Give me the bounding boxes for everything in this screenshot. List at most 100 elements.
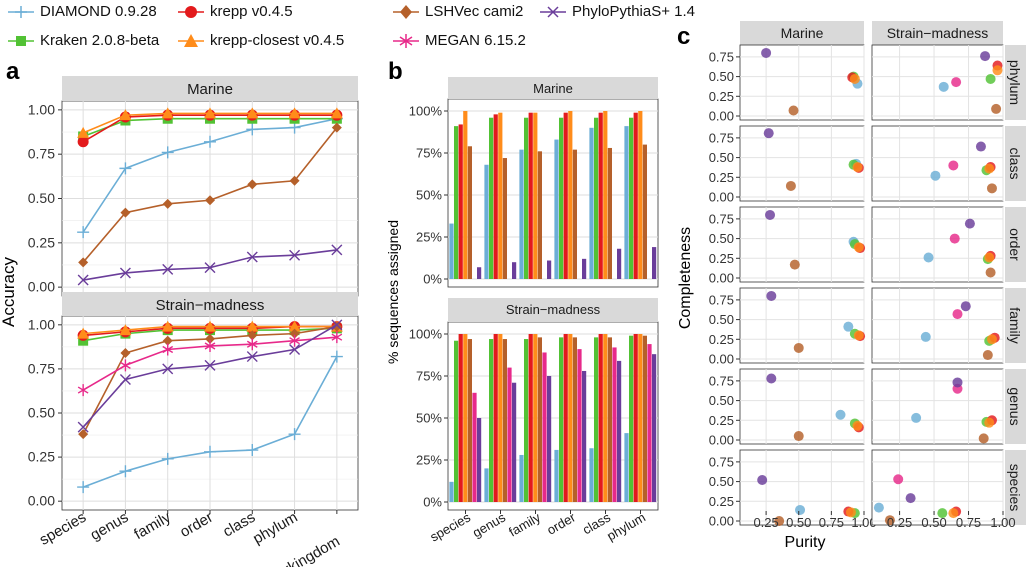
data-point <box>247 330 258 341</box>
y-tick-label: 0.75 <box>28 146 55 162</box>
facet-strip <box>1005 288 1026 363</box>
asterisk-marker-icon <box>393 33 419 48</box>
x-tick-label: phylum <box>604 510 648 544</box>
y-tick-label: 0.75 <box>709 373 734 388</box>
bar <box>603 111 608 279</box>
x-tick-label: 0.75 <box>956 515 981 530</box>
x-tick-label: species <box>427 509 473 544</box>
y-tick-label: 0.75 <box>709 454 734 469</box>
panel-c-facet: species <box>871 449 1026 526</box>
bar <box>638 111 643 279</box>
y-tick-label: 0.75 <box>709 292 734 307</box>
plot-area <box>871 368 1004 445</box>
y-tick-label: 0.50 <box>28 405 55 421</box>
legend-item-lshvec: LSHVec cami2 <box>393 3 523 20</box>
facet-title: Strain−madness <box>887 25 989 41</box>
data-point <box>985 73 996 84</box>
bar <box>467 146 472 279</box>
y-tick-label: 0.75 <box>709 130 734 145</box>
x-tick-label: family <box>131 508 174 543</box>
data-point <box>204 445 216 458</box>
plot-area <box>739 44 865 121</box>
data-point <box>331 321 342 332</box>
data-point <box>982 350 993 361</box>
data-point <box>853 242 864 253</box>
data-point <box>289 175 300 186</box>
y-tick-label: 0.25 <box>709 332 734 347</box>
data-point <box>77 226 90 239</box>
legend-item-phylopythias: PhyloPythiaS+ 1.4 <box>540 3 695 20</box>
data-point <box>77 421 89 433</box>
facet-strip <box>62 76 358 101</box>
data-point <box>77 136 89 148</box>
bar <box>537 337 542 502</box>
data-point <box>952 377 963 388</box>
data-point <box>78 429 89 440</box>
y-tick-label: 0.75 <box>709 49 734 64</box>
bar <box>454 340 459 502</box>
data-point <box>289 328 300 339</box>
bar <box>589 448 594 502</box>
y-tick-label: 1.00 <box>28 101 55 117</box>
data-point <box>893 474 904 485</box>
data-point <box>119 109 132 121</box>
data-point <box>162 343 174 356</box>
plot-area <box>739 125 865 202</box>
y-tick-label: 0.50 <box>709 150 734 165</box>
data-point <box>77 327 90 339</box>
data-point <box>785 180 796 191</box>
y-tick-label: 0.00 <box>28 279 55 295</box>
panel-c-facet: family <box>871 287 1026 364</box>
y-tick-label: 0.50 <box>709 69 734 84</box>
bar <box>594 117 599 279</box>
data-point <box>923 252 934 263</box>
y-tick-label: 0% <box>423 272 442 287</box>
data-point <box>793 431 804 442</box>
facet-strip <box>62 292 358 316</box>
bar <box>652 354 657 502</box>
y-tick-label: 0.50 <box>709 393 734 408</box>
y-tick-label: 0.00 <box>709 190 734 205</box>
y-tick-label: 1.00 <box>28 316 55 332</box>
bar <box>612 347 617 502</box>
data-point <box>853 330 864 341</box>
x-tick-label: 0.25 <box>887 515 912 530</box>
facet-strip <box>448 298 658 322</box>
facet-strip <box>1005 207 1026 282</box>
panel-b-facet: 0% 25% 50% 75% 100% Strain−madness <box>409 298 659 511</box>
data-point <box>162 198 173 209</box>
bar <box>458 124 463 279</box>
y-tick-label: 0.25 <box>28 234 55 250</box>
data-point <box>975 141 986 152</box>
bar <box>559 337 564 502</box>
x-tick-label: 0.75 <box>819 515 844 530</box>
data-point <box>77 274 89 286</box>
bar <box>563 334 568 502</box>
data-point <box>119 324 132 336</box>
bar <box>554 449 559 502</box>
y-tick-label: 0.25 <box>709 251 734 266</box>
data-point <box>246 320 259 332</box>
data-point <box>204 135 216 148</box>
data-point <box>120 207 131 218</box>
data-point <box>246 123 259 136</box>
data-point <box>119 162 132 175</box>
plot-area <box>871 287 1004 364</box>
data-point <box>766 373 777 384</box>
legend-label: Kraken 2.0.8-beta <box>40 32 160 49</box>
row-strip-label: family <box>1007 307 1023 344</box>
bar <box>477 418 482 502</box>
data-point <box>120 348 131 359</box>
data-point <box>789 259 800 270</box>
bar <box>533 334 538 502</box>
data-point <box>288 320 301 332</box>
x-tick-label: genus <box>470 509 509 540</box>
y-tick-label: 0% <box>423 495 442 510</box>
facet-strip <box>448 77 658 99</box>
panel-b-facet: 0% 25% 50% 75% 100% Marine <box>409 77 659 288</box>
bar <box>519 454 524 502</box>
panel-c-facet: order <box>871 206 1026 283</box>
row-strip-label: species <box>1007 464 1023 511</box>
x-tick-label: phylum <box>250 509 300 548</box>
legend-item-diamond: DIAMOND 0.9.28 <box>8 3 157 20</box>
